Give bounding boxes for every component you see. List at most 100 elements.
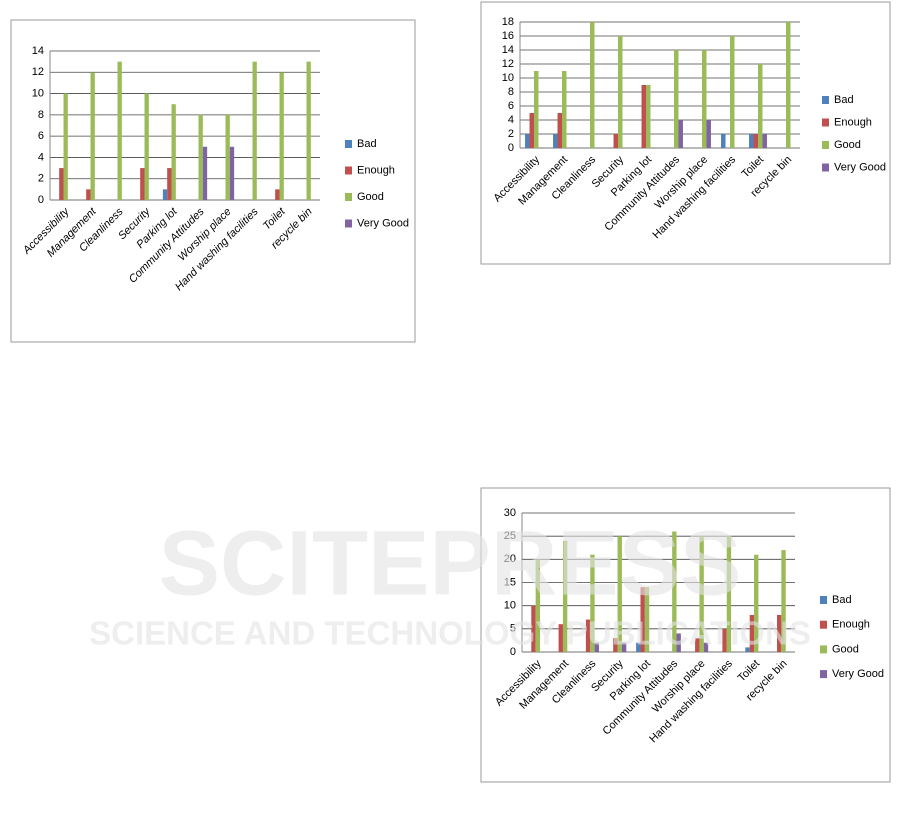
legend-label: Bad — [357, 138, 377, 150]
bar — [535, 559, 541, 652]
watermark-title: SCITEPRESS — [159, 512, 742, 614]
y-tick-label: 15 — [504, 576, 516, 588]
bar — [644, 587, 650, 652]
bar — [754, 554, 759, 652]
bar — [140, 168, 145, 200]
y-tick-label: 18 — [502, 16, 514, 28]
bar — [678, 120, 683, 148]
y-tick-label: 12 — [32, 66, 44, 78]
y-tick-label: 30 — [504, 507, 516, 519]
bar — [730, 36, 735, 148]
bar — [786, 22, 791, 148]
legend-label: Good — [834, 139, 861, 151]
bar — [558, 624, 563, 652]
bar — [531, 605, 536, 652]
bar — [590, 554, 595, 652]
bar — [162, 189, 168, 200]
bar — [753, 134, 758, 148]
y-tick-label: 14 — [502, 44, 514, 56]
y-tick-label: 20 — [504, 553, 516, 565]
y-tick-label: 4 — [508, 114, 514, 126]
bar — [702, 50, 707, 148]
bar — [252, 61, 257, 201]
y-tick-label: 10 — [504, 600, 516, 612]
bar — [721, 134, 726, 148]
bar — [585, 619, 591, 652]
legend-swatch — [822, 163, 829, 172]
bar — [636, 642, 641, 652]
bar — [749, 614, 755, 652]
bar — [695, 638, 700, 652]
legend-label: Very Good — [834, 161, 886, 173]
y-tick-label: 6 — [38, 130, 44, 142]
bar — [640, 587, 645, 652]
y-tick-label: 0 — [510, 646, 516, 658]
bar — [279, 72, 284, 200]
bar — [525, 134, 530, 148]
bar — [621, 642, 627, 652]
bar — [646, 85, 651, 148]
bar — [534, 71, 539, 148]
legend-label: Very Good — [357, 217, 409, 229]
legend-label: Enough — [357, 164, 395, 176]
bar — [144, 93, 149, 200]
bar — [762, 134, 767, 148]
y-tick-label: 4 — [38, 151, 44, 163]
bar — [59, 168, 64, 200]
y-tick-label: 12 — [502, 58, 514, 70]
bar — [306, 61, 311, 201]
bar — [198, 114, 203, 200]
y-tick-label: 14 — [32, 45, 44, 57]
y-tick-label: 8 — [38, 109, 44, 121]
legend-swatch — [822, 96, 829, 104]
legend-swatch — [822, 141, 829, 149]
legend-swatch — [820, 596, 827, 604]
bar — [726, 536, 732, 652]
bar — [590, 22, 595, 148]
bar — [275, 189, 280, 200]
y-tick-label: 16 — [502, 30, 514, 42]
chart-frame — [480, 1, 891, 265]
watermark-subtitle: SCIENCE AND TECHNOLOGY PUBLICATIONS — [89, 615, 811, 652]
bar — [641, 85, 646, 148]
legend-label: Bad — [832, 594, 852, 606]
y-tick-label: 2 — [508, 128, 514, 140]
bar — [781, 550, 786, 652]
legend-swatch — [820, 645, 827, 654]
y-tick-label: 6 — [508, 100, 514, 112]
bar — [745, 647, 750, 652]
bar — [225, 114, 230, 200]
legend-label: Enough — [832, 619, 870, 631]
bar — [699, 536, 704, 652]
legend-swatch — [345, 166, 352, 175]
bar — [674, 50, 679, 148]
bar — [676, 633, 681, 652]
bar — [229, 146, 235, 200]
y-tick-label: 10 — [32, 87, 44, 99]
bar — [557, 113, 562, 148]
bar — [706, 120, 711, 148]
bar — [613, 134, 618, 148]
bar — [618, 36, 623, 148]
legend-swatch — [820, 620, 827, 629]
legend-swatch — [822, 118, 829, 127]
bar — [749, 134, 754, 148]
legend-swatch — [345, 140, 352, 148]
bar — [722, 628, 727, 652]
legend-swatch — [345, 193, 352, 201]
bar — [776, 614, 782, 652]
bar — [562, 71, 567, 148]
bar — [617, 536, 622, 652]
bar — [758, 64, 763, 148]
y-tick-label: 25 — [504, 530, 516, 542]
legend-swatch — [820, 670, 827, 679]
bar — [703, 642, 709, 652]
bar — [529, 113, 534, 148]
y-tick-label: 8 — [508, 86, 514, 98]
bar — [171, 104, 176, 200]
bar — [86, 189, 91, 200]
chart-frame — [10, 19, 416, 343]
bar — [672, 531, 677, 652]
legend-label: Good — [832, 643, 859, 655]
